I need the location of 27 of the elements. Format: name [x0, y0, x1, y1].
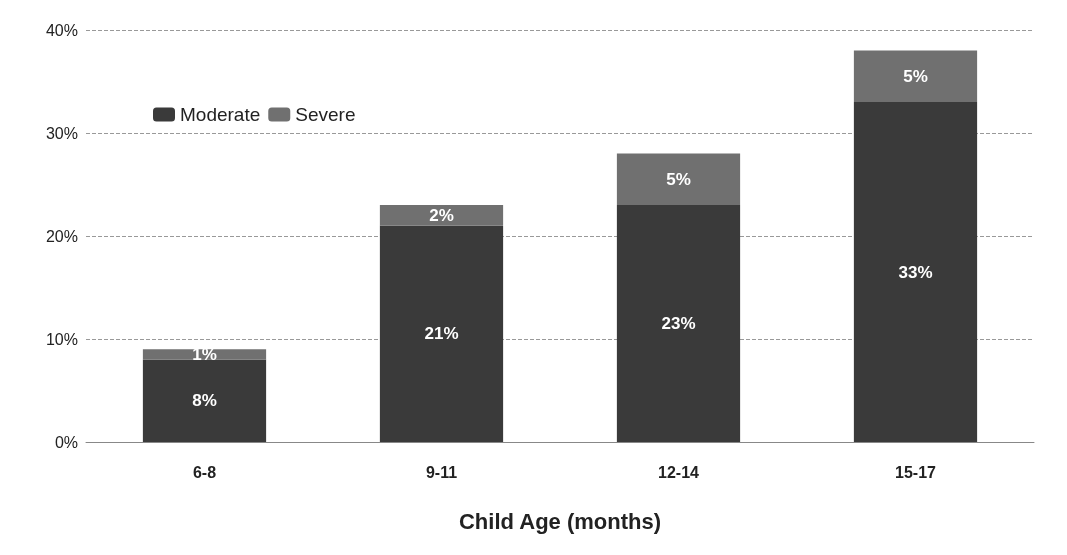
data-label: 33%	[898, 262, 933, 282]
legend-label: Severe	[295, 104, 356, 125]
x-tick-label: 9-11	[425, 463, 458, 481]
y-tick-label: 20%	[45, 227, 78, 245]
bar	[142, 359, 267, 442]
y-tick-label: 30%	[45, 124, 78, 142]
bar	[853, 102, 978, 442]
bar	[379, 225, 504, 442]
data-label: 5%	[666, 169, 691, 189]
x-tick-label: 6-8	[192, 463, 217, 481]
x-axis-title: Child Age (months)	[458, 508, 662, 534]
bar	[616, 205, 741, 442]
y-tick-label: 40%	[45, 21, 78, 39]
x-tick-label: 15-17	[895, 463, 937, 481]
data-label: 23%	[661, 314, 696, 334]
data-label: 2%	[429, 205, 454, 225]
x-tick-label: 12-14	[658, 463, 700, 481]
legend-label: Moderate	[180, 104, 261, 125]
bar	[379, 205, 504, 226]
data-label: 5%	[903, 66, 928, 86]
data-label: 8%	[192, 391, 217, 411]
data-label: 21%	[424, 324, 459, 344]
bar	[616, 153, 741, 206]
bar	[142, 349, 267, 360]
y-tick-label: 0%	[54, 433, 78, 451]
bar	[853, 50, 978, 103]
y-tick-label: 10%	[45, 330, 78, 348]
